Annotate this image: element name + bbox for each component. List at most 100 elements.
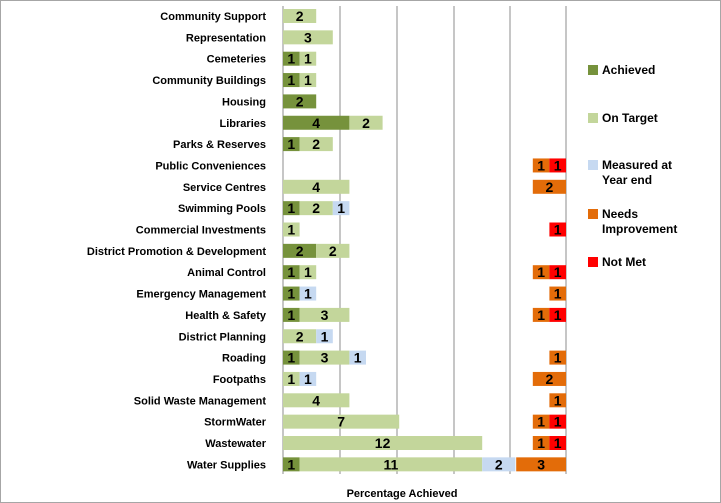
category-label-housing: Housing	[222, 96, 266, 108]
category-label-roading: Roading	[222, 353, 266, 365]
bar-achieved-water-supplies	[283, 457, 300, 472]
data-label: 2	[296, 243, 304, 259]
bar-measured-at-year-end-swimming-pools	[332, 201, 350, 216]
data-label: 1	[304, 51, 312, 67]
bar-achieved-housing	[283, 94, 317, 109]
bar-not-met-stormwater	[549, 414, 566, 429]
data-label: 2	[362, 115, 370, 131]
data-label: 1	[287, 200, 295, 216]
data-label: 1	[287, 350, 295, 366]
category-label-district-planning: District Planning	[179, 331, 266, 343]
data-label: 1	[287, 456, 295, 472]
bar-achieved-health-and-safety	[283, 307, 300, 322]
legend-swatch-achieved	[588, 65, 598, 75]
data-label: 1	[304, 371, 312, 387]
bar-measured-at-year-end-water-supplies	[482, 457, 516, 472]
bar-not-met-animal-control	[549, 265, 566, 280]
category-label-community-buildings: Community Buildings	[152, 75, 266, 87]
category-label-parks-and-reserves: Parks & Reserves	[173, 139, 266, 151]
legend-label-achieved: Achieved	[602, 63, 655, 77]
bar-achieved-animal-control	[283, 265, 300, 280]
bar-achieved-cemeteries	[283, 51, 300, 66]
bar-on-target-stormwater	[283, 414, 400, 429]
data-label: 1	[287, 371, 295, 387]
category-label-stormwater: StormWater	[204, 417, 267, 429]
bar-achieved-roading	[283, 350, 300, 365]
category-label-health-and-safety: Health & Safety	[185, 310, 267, 322]
bar-on-target-parks-and-reserves	[299, 137, 333, 152]
category-label-solid-waste-management: Solid Waste Management	[134, 395, 267, 407]
category-label-animal-control: Animal Control	[187, 267, 266, 279]
bar-needs-improvement-health-and-safety	[532, 307, 550, 322]
category-label-emergency-management: Emergency Management	[136, 289, 266, 301]
data-label: 3	[304, 29, 312, 45]
data-label: 4	[312, 392, 320, 408]
category-label-swimming-pools: Swimming Pools	[178, 203, 266, 215]
data-label: 2	[312, 200, 320, 216]
legend-swatch-on-target	[588, 113, 598, 123]
data-label: 11	[383, 456, 398, 472]
category-label-commercial-investments: Commercial Investments	[136, 225, 266, 237]
data-label: 1	[287, 51, 295, 67]
data-label: 1	[554, 350, 562, 366]
data-label: 2	[329, 243, 337, 259]
category-label-district-promotion-and-development: District Promotion & Development	[87, 246, 266, 258]
x-axis-title: Percentage Achieved	[347, 488, 458, 500]
category-label-representation: Representation	[186, 32, 266, 44]
bar-measured-at-year-end-emergency-management	[299, 286, 317, 301]
data-label: 2	[546, 371, 554, 387]
bar-on-target-animal-control	[299, 265, 317, 280]
data-label: 2	[495, 456, 503, 472]
category-labels: Community Support Representation Cemeterie…	[87, 11, 267, 471]
bar-on-target-district-planning	[283, 329, 317, 344]
bar-measured-at-year-end-district-planning	[316, 329, 333, 344]
bar-on-target-community-support	[283, 9, 317, 23]
bar-on-target-roading	[299, 350, 350, 365]
data-label: 1	[337, 200, 345, 216]
bar-achieved-parks-and-reserves	[283, 137, 300, 152]
data-label: 7	[337, 414, 345, 430]
bar-needs-improvement-service-centres	[532, 179, 566, 194]
bar-on-target-service-centres	[283, 179, 350, 194]
category-label-footpaths: Footpaths	[213, 374, 266, 386]
bar-on-target-district-promotion-and-development	[316, 243, 350, 258]
data-label: 1	[554, 264, 562, 280]
data-label: 1	[287, 136, 295, 152]
bar-on-target-commercial-investments	[283, 222, 300, 237]
legend-swatch-not-met	[588, 257, 598, 267]
bar-on-target-representation	[283, 30, 333, 45]
category-label-public-conveniences: Public Conveniences	[155, 160, 266, 172]
bar-on-target-swimming-pools	[299, 201, 333, 216]
data-label: 1	[287, 222, 295, 238]
legend-label-not-met: Not Met	[602, 255, 646, 269]
data-label: 1	[304, 72, 312, 88]
legend: Achieved On Target Measured at Year end Need…	[588, 63, 677, 269]
bar-on-target-solid-waste-management	[283, 393, 350, 408]
bar-needs-improvement-water-supplies	[516, 457, 566, 472]
bar-achieved-swimming-pools	[283, 201, 300, 216]
legend-label-needs-improvement: Needs Improvement	[602, 207, 677, 236]
category-label-cemeteries: Cemeteries	[207, 54, 266, 66]
bar-needs-improvement-animal-control	[532, 265, 550, 280]
data-label: 2	[296, 93, 304, 109]
data-label: 3	[321, 307, 329, 323]
data-label: 1	[537, 307, 545, 323]
bar-needs-improvement-stormwater	[532, 414, 550, 429]
bar-not-met-commercial-investments	[549, 222, 566, 237]
data-label: 1	[287, 286, 295, 302]
data-label: 4	[312, 179, 320, 195]
data-label: 4	[312, 115, 320, 131]
data-label: 1	[287, 264, 295, 280]
bar-needs-improvement-emergency-management	[549, 286, 566, 301]
data-label: 12	[375, 435, 391, 451]
category-label-community-support: Community Support	[160, 11, 266, 23]
bar-on-target-footpaths	[283, 371, 300, 386]
data-label: 1	[554, 222, 562, 238]
data-label: 1	[537, 435, 545, 451]
bar-on-target-cemeteries	[299, 51, 317, 66]
data-label: 1	[554, 435, 562, 451]
bar-measured-at-year-end-roading	[349, 350, 366, 365]
legend-label-on-target: On Target	[602, 111, 658, 125]
data-label: 1	[537, 414, 545, 430]
bar-on-target-libraries	[349, 115, 383, 130]
